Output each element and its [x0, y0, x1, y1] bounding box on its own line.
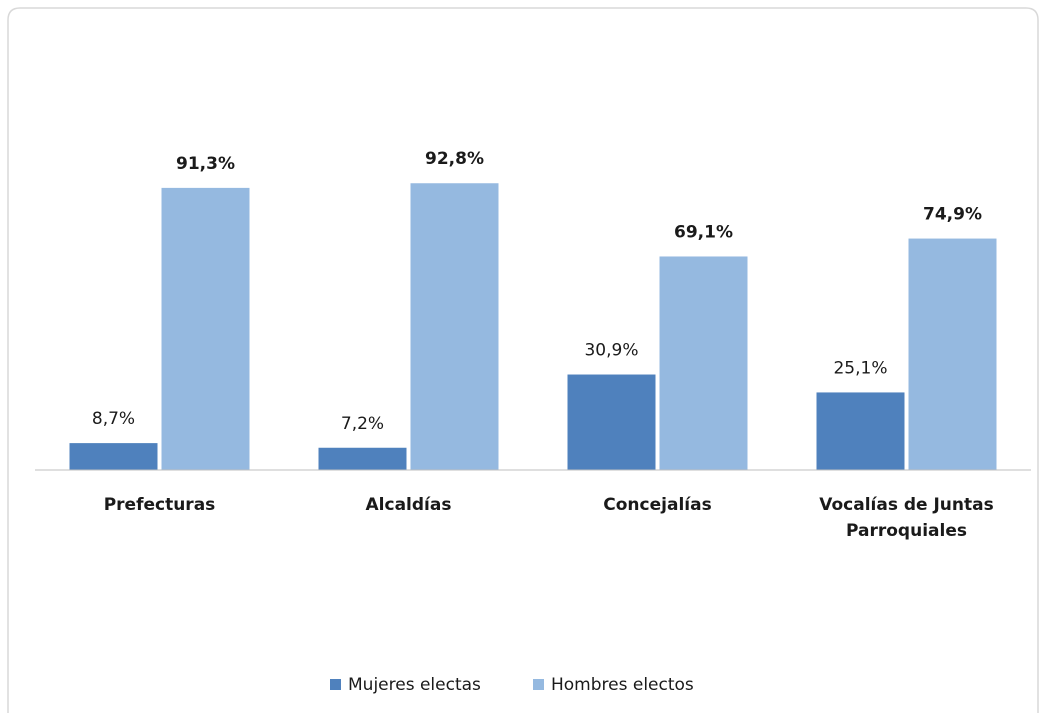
bar: [161, 187, 250, 470]
data-label: 69,1%: [674, 222, 733, 242]
legend-swatch: [533, 679, 544, 690]
data-label: 8,7%: [92, 409, 135, 429]
data-label: 7,2%: [341, 414, 384, 434]
legend-label: Mujeres electas: [348, 675, 481, 695]
data-label: 30,9%: [584, 341, 638, 361]
data-label: 92,8%: [425, 149, 484, 169]
legend-swatch: [330, 679, 341, 690]
bar: [318, 447, 407, 470]
data-label: 25,1%: [833, 358, 887, 378]
x-tick-label: Concejalías: [603, 495, 712, 515]
bar: [659, 256, 748, 470]
bar: [410, 183, 499, 471]
bar: [567, 374, 656, 470]
legend-label: Hombres electos: [551, 675, 694, 695]
bar: [816, 392, 905, 470]
chart-border: [7, 7, 1039, 713]
bar: [908, 238, 997, 470]
data-label: 74,9%: [923, 205, 982, 225]
x-tick-label: Prefecturas: [103, 495, 216, 515]
data-label: 91,3%: [176, 154, 235, 174]
x-tick-label: Alcaldías: [365, 495, 452, 515]
x-tick-label: Vocalías de Juntas Parroquiales: [819, 495, 994, 541]
bar: [69, 443, 158, 470]
